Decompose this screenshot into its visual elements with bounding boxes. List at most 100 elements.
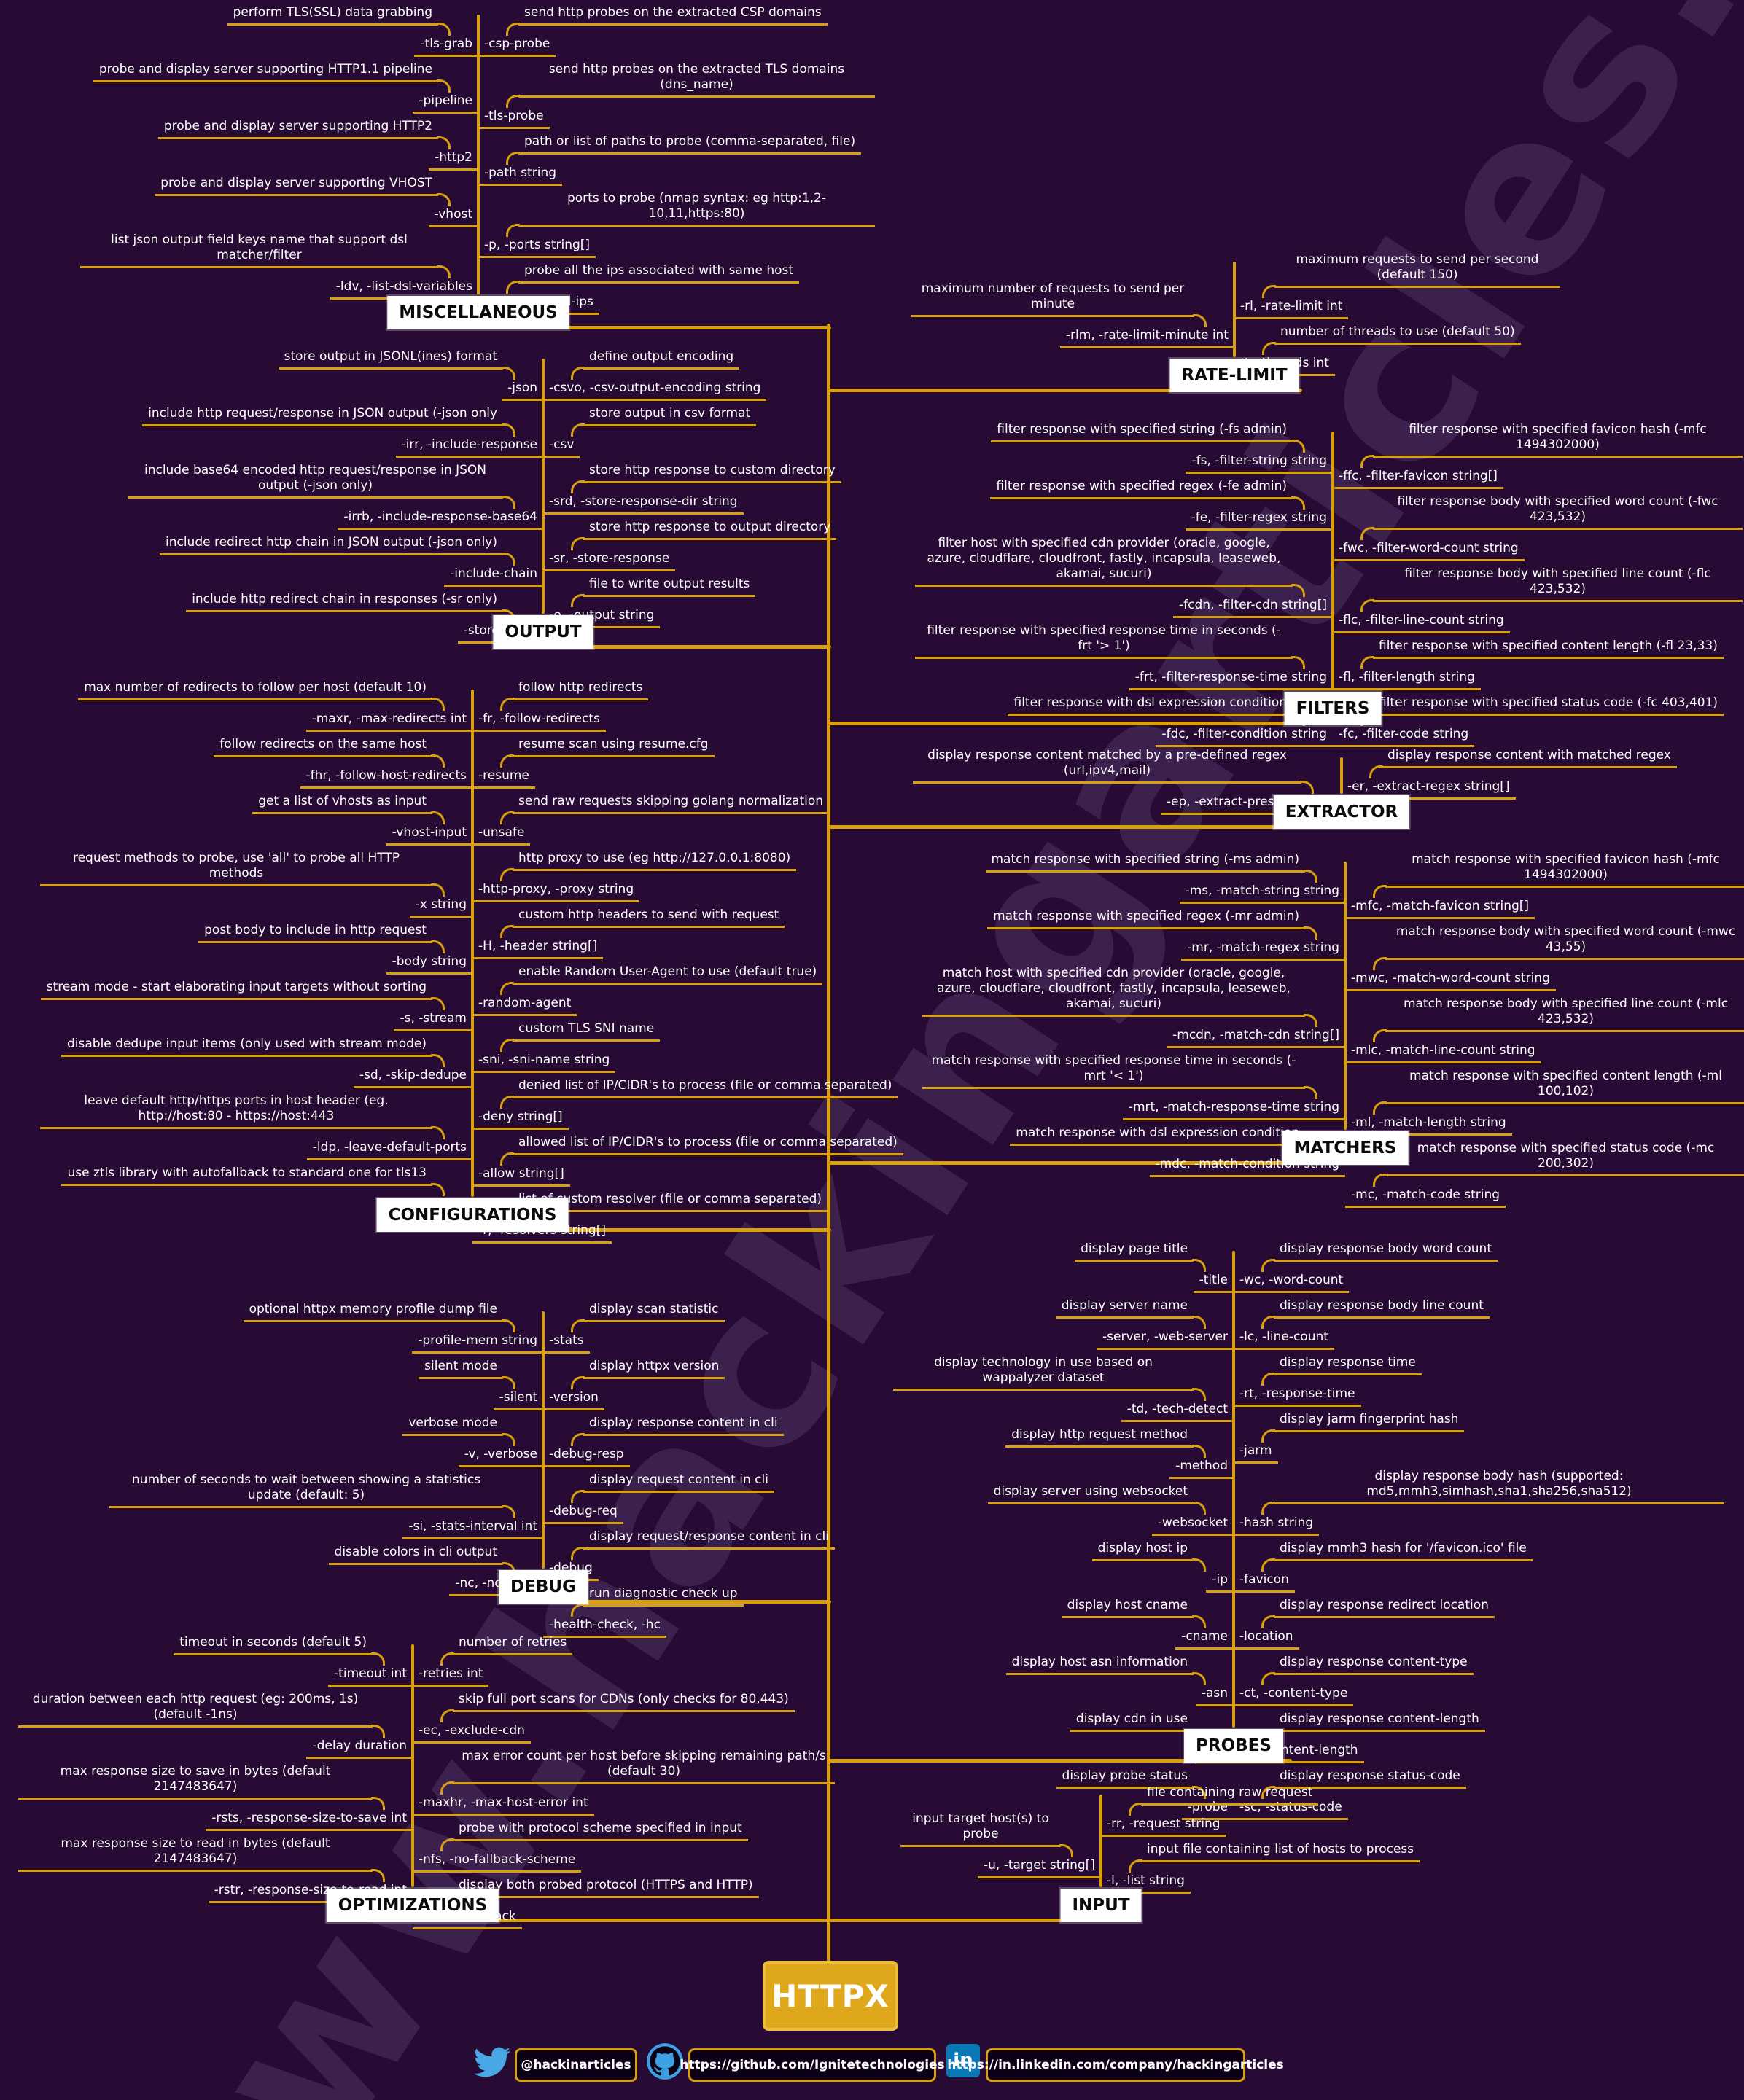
option-description: store output in csv format <box>570 405 757 437</box>
section-optimizations-left-column: timeout in seconds (default 5) -timeout i… <box>18 1634 413 1903</box>
option-node: perform TLS(SSL) data grabbing -tls-grab <box>227 4 478 61</box>
option-description: skip full port scans for CDNs (only chec… <box>440 1691 795 1722</box>
linkedin-url: https://in.linkedin.com/company/hackinga… <box>947 2058 1284 2072</box>
section-title-matchers: MATCHERS <box>1282 1131 1409 1165</box>
option-description: filter response with specified response … <box>915 622 1305 669</box>
option-description: post body to include in http request <box>198 922 445 953</box>
option-description: duration between each http request (eg: … <box>18 1691 385 1738</box>
option-node: probe and display server supporting VHOS… <box>155 175 478 232</box>
option-flag: -x string <box>409 897 472 918</box>
linkedin-icon[interactable]: in <box>946 2044 980 2077</box>
option-node: file containing raw request -rr, -request… <box>1101 1784 1319 1841</box>
option-flag: -sni, -sni-name string <box>472 1052 616 1073</box>
option-node: duration between each http request (eg: … <box>18 1691 413 1763</box>
option-flag: -http2 <box>429 149 478 171</box>
github-icon[interactable] <box>646 2042 684 2080</box>
option-node: display response body line count -lc, -li… <box>1234 1297 1490 1354</box>
option-flag: -si, -stats-interval int <box>402 1518 543 1539</box>
section-configurations-right-column: follow http redirects -fr, -follow-redire… <box>472 679 904 1244</box>
option-description: max number of redirects to follow per ho… <box>78 679 445 711</box>
option-flag: -server, -web-server <box>1097 1329 1234 1350</box>
option-description: probe and display server supporting HTTP… <box>157 118 451 149</box>
option-node: display host asn information -asn <box>1005 1654 1234 1711</box>
central-spine-line <box>827 324 830 1962</box>
section-title-output: OUTPUT <box>493 615 593 649</box>
option-description: display server using websocket <box>987 1483 1207 1515</box>
option-node: skip full port scans for CDNs (only chec… <box>413 1691 795 1748</box>
option-description: file to write output results <box>570 576 756 607</box>
section-matchers-right-column: match response with specified favicon ha… <box>1345 851 1744 1208</box>
option-node: follow redirects on the same host -fhr, -… <box>214 736 472 793</box>
section-debug: optional httpx memory profile dump file -… <box>109 1301 977 1638</box>
option-description: send raw requests skipping golang normal… <box>499 793 830 824</box>
section-probes-left-column: display page title -title display server n… <box>893 1241 1234 1820</box>
option-description: leave default http/https ports in host h… <box>40 1093 445 1139</box>
option-node: store output in JSONL(ines) format -json <box>278 348 543 405</box>
option-description: optional httpx memory profile dump file <box>243 1301 516 1332</box>
option-node: match response with specified regex (-mr… <box>987 908 1345 965</box>
option-node: display response content in cli -debug-re… <box>543 1415 784 1472</box>
option-flag: -fe, -filter-regex string <box>1185 510 1333 531</box>
option-flag: -wc, -word-count <box>1234 1272 1350 1293</box>
option-description: filter response with specified regex (-f… <box>990 478 1305 510</box>
option-node: filter response with specified status co… <box>1333 695 1724 752</box>
github-url-badge[interactable]: https://github.com/Ignitetechnologies <box>680 2048 945 2082</box>
option-node: display response content-type -ct, -conte… <box>1234 1654 1474 1711</box>
option-node: filter host with specified cdn provider … <box>915 535 1333 622</box>
option-node: filter response with specified string (-… <box>991 421 1333 478</box>
connector-filters <box>827 722 1378 725</box>
option-node: max number of redirects to follow per ho… <box>78 679 472 736</box>
option-flag: -csvo, -csv-output-encoding string <box>543 380 767 401</box>
option-description: list json output field keys name that su… <box>80 232 451 278</box>
section-probes-right-column: display response body word count -wc, -wo… <box>1234 1241 1724 1820</box>
section-filters-left-column: filter response with specified string (-… <box>915 421 1333 747</box>
option-flag: -cname <box>1175 1628 1234 1650</box>
section-trunk-line <box>477 15 480 294</box>
option-flag: -ffc, -filter-favicon string[] <box>1333 468 1503 489</box>
option-flag: -hash string <box>1234 1515 1320 1536</box>
option-flag: -maxr, -max-redirects int <box>305 711 472 732</box>
option-flag: -sd, -skip-dedupe <box>353 1067 472 1088</box>
option-node: allowed list of IP/CIDR's to process (fi… <box>472 1134 903 1191</box>
option-flag: -mc, -match-code string <box>1345 1187 1506 1208</box>
section-trunk-line <box>1232 1251 1235 1728</box>
option-description: probe with protocol scheme specified in … <box>440 1820 748 1851</box>
github-url: https://github.com/Ignitetechnologies <box>680 2058 945 2072</box>
option-flag: -er, -extract-regex string[] <box>1342 778 1516 800</box>
option-flag: -tls-probe <box>478 108 550 129</box>
option-description: number of threads to use (default 50) <box>1262 324 1521 355</box>
option-node: display mmh3 hash for '/favicon.ico' fil… <box>1234 1540 1533 1597</box>
option-description: verbose mode <box>402 1415 515 1446</box>
option-flag: -rl, -rate-limit int <box>1234 298 1349 319</box>
option-description: file containing raw request <box>1128 1784 1319 1816</box>
option-flag: -irr, -include-response <box>395 437 543 458</box>
option-node: display response redirect location -locat… <box>1234 1597 1495 1654</box>
section-title-filters: FILTERS <box>1284 692 1382 725</box>
option-flag: -mr, -match-regex string <box>1181 940 1345 961</box>
option-description: maximum requests to send per second (def… <box>1262 251 1560 298</box>
twitter-icon[interactable] <box>472 2044 512 2080</box>
option-node: enable Random User-Agent to use (default… <box>472 964 823 1020</box>
option-node: display response content with matched re… <box>1342 747 1677 804</box>
linkedin-url-badge[interactable]: https://in.linkedin.com/company/hackinga… <box>947 2048 1284 2082</box>
option-description: display response body word count <box>1261 1241 1498 1272</box>
twitter-handle-badge[interactable]: @hackinarticles <box>515 2048 637 2082</box>
option-node: match response with specified status cod… <box>1345 1140 1744 1212</box>
section-filters: filter response with specified string (-… <box>915 421 1743 747</box>
option-flag: -retries int <box>413 1666 489 1687</box>
option-flag: -nfs, -no-fallback-scheme <box>413 1851 582 1873</box>
option-flag: -rr, -request string <box>1101 1816 1226 1837</box>
section-trunk-line <box>1099 1795 1102 1887</box>
section-optimizations: timeout in seconds (default 5) -timeout i… <box>18 1634 835 1929</box>
section-input-left-column: input target host(s) to probe -u, -target… <box>900 1784 1101 1883</box>
option-flag: -mcdn, -match-cdn string[] <box>1167 1027 1345 1048</box>
option-flag: -deny string[] <box>472 1109 569 1130</box>
option-flag: -unsafe <box>472 824 531 846</box>
option-flag: -ec, -exclude-cdn <box>413 1722 531 1744</box>
section-rate-limit-left-column: maximum number of requests to send per m… <box>911 251 1234 353</box>
option-node: list json output field keys name that su… <box>80 232 478 304</box>
option-node: stream mode - start elaborating input ta… <box>40 979 472 1036</box>
option-description: match host with specified cdn provider (… <box>922 965 1317 1027</box>
option-description: timeout in seconds (default 5) <box>174 1634 385 1666</box>
option-node: match response with specified content le… <box>1345 1068 1744 1140</box>
